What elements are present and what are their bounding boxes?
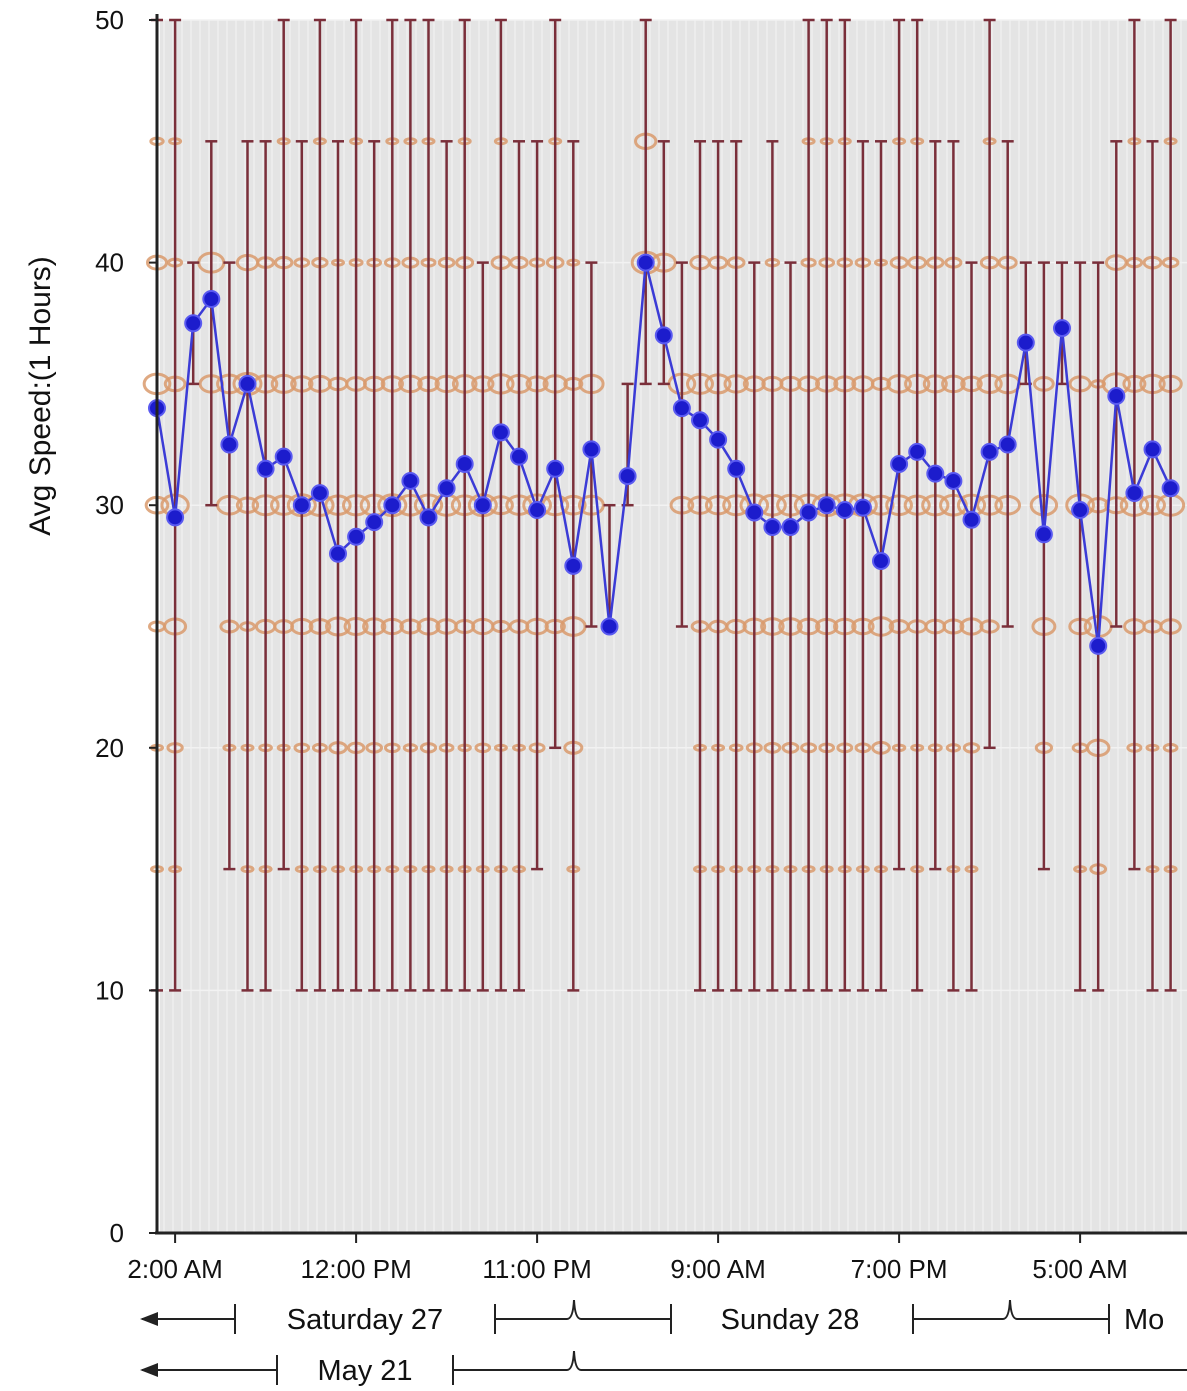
data-point bbox=[510, 447, 528, 466]
y-tick-label: 30 bbox=[95, 490, 124, 520]
data-point bbox=[763, 518, 782, 537]
y-tick-label: 10 bbox=[95, 975, 124, 1005]
data-point bbox=[618, 467, 637, 486]
y-tick-label: 50 bbox=[95, 5, 124, 35]
week-band-row bbox=[140, 1350, 1187, 1385]
data-point bbox=[890, 454, 909, 473]
x-tick-label: 5:00 AM bbox=[1032, 1254, 1127, 1284]
data-point bbox=[872, 551, 890, 570]
data-point bbox=[709, 430, 728, 449]
week-label: May 21 bbox=[317, 1355, 412, 1387]
data-point bbox=[745, 503, 764, 522]
data-point bbox=[672, 399, 691, 418]
series-points bbox=[148, 253, 1180, 655]
data-point bbox=[600, 617, 619, 636]
y-tick-label: 0 bbox=[110, 1218, 124, 1248]
data-point bbox=[944, 471, 963, 490]
x-tick-label: 11:00 PM bbox=[482, 1254, 591, 1284]
data-point bbox=[1034, 525, 1053, 544]
data-point bbox=[564, 556, 583, 575]
day-label-sunday: Sunday 28 bbox=[721, 1304, 860, 1336]
data-point bbox=[799, 503, 818, 522]
data-point bbox=[582, 440, 601, 459]
data-point bbox=[220, 435, 239, 454]
data-point bbox=[365, 513, 384, 532]
data-point bbox=[1161, 479, 1180, 498]
data-point bbox=[998, 435, 1017, 454]
data-point bbox=[1016, 333, 1035, 352]
x-tick-label: 9:00 AM bbox=[670, 1254, 765, 1284]
data-point bbox=[401, 471, 420, 490]
data-point bbox=[491, 423, 510, 442]
data-point bbox=[636, 253, 655, 272]
data-point bbox=[727, 459, 746, 478]
data-point bbox=[473, 496, 492, 515]
data-point bbox=[256, 459, 275, 478]
data-point bbox=[274, 447, 293, 466]
data-point bbox=[419, 508, 438, 527]
y-axis-ticks: 0 10 20 30 40 50 bbox=[95, 5, 157, 1248]
data-point bbox=[1125, 484, 1144, 503]
y-tick-label: 40 bbox=[95, 248, 124, 278]
data-point bbox=[437, 479, 456, 498]
data-point bbox=[853, 498, 872, 517]
day-label-saturday: Saturday 27 bbox=[287, 1304, 443, 1336]
data-point bbox=[528, 501, 547, 520]
data-point bbox=[238, 374, 257, 393]
data-point bbox=[383, 496, 402, 515]
y-axis-title: Avg Speed:(1 Hours) bbox=[24, 256, 57, 536]
data-point bbox=[329, 544, 347, 563]
data-point bbox=[926, 464, 945, 483]
data-point bbox=[1107, 387, 1126, 406]
x-axis-ticks: 2:00 AM 12:00 PM 11:00 PM 9:00 AM 7:00 PM 5:0… bbox=[127, 1233, 1128, 1284]
data-point bbox=[455, 454, 474, 473]
data-point bbox=[292, 496, 311, 515]
data-point bbox=[962, 510, 981, 529]
data-point bbox=[1071, 501, 1090, 520]
data-point bbox=[908, 442, 927, 461]
data-point bbox=[781, 518, 800, 537]
data-point bbox=[184, 314, 203, 333]
data-point bbox=[1143, 440, 1162, 459]
data-point bbox=[202, 289, 221, 308]
data-point bbox=[691, 411, 709, 430]
data-point bbox=[835, 501, 854, 520]
day-band-row bbox=[140, 1299, 1110, 1334]
data-point bbox=[310, 484, 329, 503]
data-point bbox=[654, 326, 673, 345]
y-tick-label: 20 bbox=[95, 733, 124, 763]
data-point bbox=[980, 442, 999, 461]
data-point bbox=[546, 459, 565, 478]
x-tick-label: 7:00 PM bbox=[851, 1254, 948, 1284]
data-point bbox=[1053, 319, 1071, 338]
x-tick-label: 12:00 PM bbox=[300, 1254, 411, 1284]
data-point bbox=[166, 508, 185, 527]
data-point bbox=[347, 527, 366, 546]
x-tick-label: 2:00 AM bbox=[127, 1254, 222, 1284]
data-point bbox=[817, 496, 836, 515]
day-label-monday: Mo bbox=[1124, 1304, 1164, 1336]
data-point bbox=[1089, 636, 1108, 655]
